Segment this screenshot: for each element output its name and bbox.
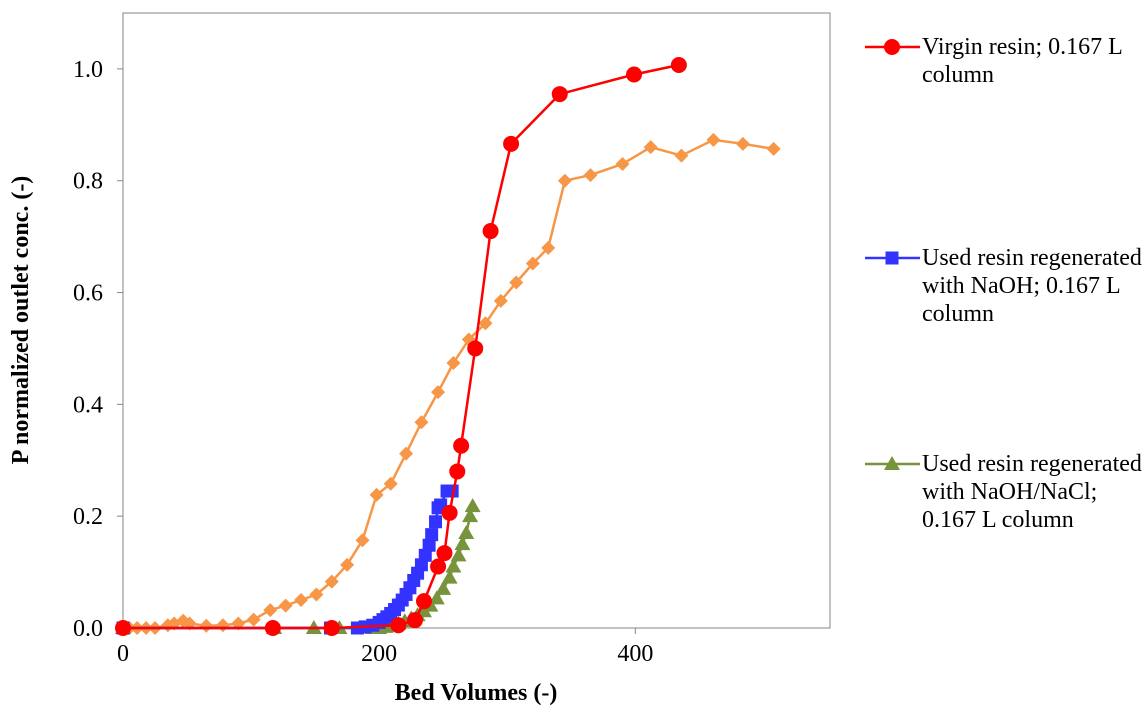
point [435, 580, 452, 595]
point [557, 173, 572, 188]
point [462, 508, 479, 523]
point [541, 240, 556, 255]
point [215, 618, 230, 633]
point [766, 141, 781, 156]
point [355, 533, 370, 548]
y-tick-label: 0.2 [73, 504, 103, 530]
series-line [123, 63, 680, 630]
point [454, 536, 471, 551]
point [453, 437, 470, 454]
point [199, 618, 214, 633]
point [415, 593, 432, 610]
legend-label: Used resin regenerated with NaOH/NaCl; 0… [922, 451, 1142, 533]
point [246, 612, 261, 627]
point [445, 558, 462, 573]
point [418, 548, 432, 562]
point [390, 617, 407, 634]
point [583, 168, 598, 183]
point [436, 545, 453, 562]
point [706, 132, 721, 147]
point [446, 355, 461, 370]
point [643, 140, 658, 155]
point [458, 524, 475, 539]
point [509, 275, 524, 290]
point [449, 463, 466, 480]
y-tick-label: 0.6 [73, 281, 103, 307]
point [493, 293, 508, 308]
point [425, 528, 439, 542]
legend-marker [885, 251, 899, 265]
x-tick-label: 200 [361, 641, 397, 667]
point [340, 557, 355, 572]
point [674, 148, 689, 163]
x-axis-title: Bed Volumes (-) [395, 680, 558, 706]
point [464, 498, 481, 513]
point [615, 156, 630, 171]
point [431, 385, 446, 400]
y-axis-title: P normalized outlet conc. (-) [8, 176, 34, 465]
x-tick-label: 400 [617, 641, 653, 667]
legend-marker [884, 456, 900, 470]
legend-marker [884, 39, 900, 55]
point [450, 547, 467, 562]
point [467, 340, 484, 357]
y-tick-label: 0.8 [73, 169, 103, 195]
point [626, 66, 643, 83]
point [429, 515, 443, 529]
point [430, 558, 447, 575]
y-tick-label: 1.0 [73, 57, 103, 83]
plot-frame [122, 12, 831, 629]
point [422, 538, 436, 552]
point [670, 56, 687, 73]
y-tick-label: 0.0 [73, 616, 103, 642]
point [428, 590, 445, 605]
point [263, 603, 278, 618]
x-tick-label: 0 [117, 641, 129, 667]
point [309, 587, 324, 602]
point [735, 136, 750, 151]
point [525, 256, 540, 271]
point [369, 487, 384, 502]
point [551, 86, 568, 103]
y-tick-label: 0.4 [73, 392, 103, 418]
point [278, 598, 293, 613]
point [441, 569, 458, 584]
point [478, 316, 493, 331]
legend-label: Virgin resin; 0.167 L column [922, 34, 1122, 88]
point [383, 476, 398, 491]
point [115, 620, 131, 636]
point [324, 574, 339, 589]
point [407, 612, 424, 629]
point [399, 446, 414, 461]
point [414, 415, 429, 430]
point [503, 135, 520, 152]
point [264, 620, 281, 636]
point [441, 504, 458, 521]
point [294, 593, 309, 608]
point [482, 223, 499, 240]
point [323, 620, 340, 636]
legend-label: Used resin regenerated with NaOH; 0.167 … [922, 245, 1142, 327]
